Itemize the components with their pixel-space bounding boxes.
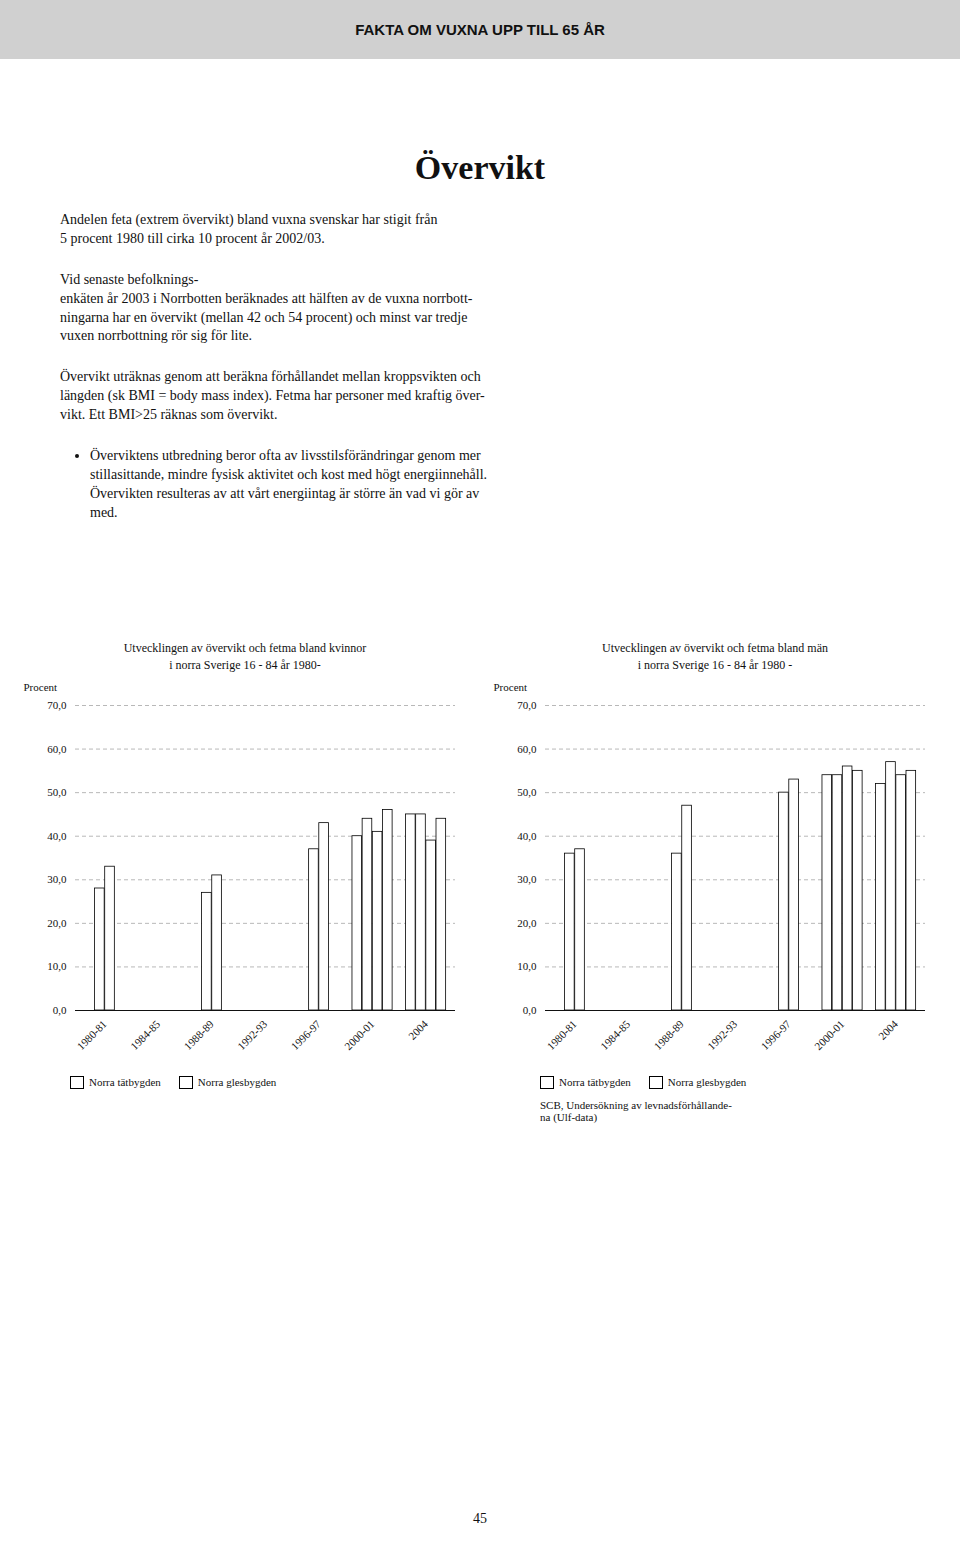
html-text:Vid senaste befolknings- enkät: Vid senaste befolknings- enkäten år 2003…: [60, 271, 473, 344]
svg-text:1996-97: 1996-97: [289, 1017, 324, 1052]
svg-text:1992-93: 1992-93: [235, 1017, 270, 1052]
svg-text:0,0: 0,0: [53, 1004, 67, 1016]
html-text:Andelen feta (extrem övervikt): Andelen feta (extrem övervikt) bland vux…: [60, 212, 438, 246]
html-text:Utvecklingen av övervikt och f: Utvecklingen av övervikt och fetma bland…: [602, 641, 828, 672]
html-text:FAKTA OM VUXNA UPP TILL 65 ÅR: FAKTA OM VUXNA UPP TILL 65 ÅR: [355, 21, 605, 38]
html-text:Övervikt uträknas genom att be: Övervikt uträknas genom att beräkna förh…: [60, 369, 485, 423]
svg-text:20,0: 20,0: [47, 916, 67, 928]
svg-text:1992-93: 1992-93: [705, 1017, 740, 1052]
svg-text:40,0: 40,0: [47, 829, 67, 841]
html-text:Norra glesbygden: Norra glesbygden: [667, 1076, 747, 1089]
svg-text:2000-01: 2000-01: [342, 1017, 376, 1051]
svg-text:60,0: 60,0: [517, 742, 537, 754]
svg-text:30,0: 30,0: [517, 873, 537, 885]
html-text:Norra glesbygden: Norra glesbygden: [197, 1076, 277, 1089]
svg-text:50,0: 50,0: [47, 786, 67, 798]
svg-text:70,0: 70,0: [47, 699, 67, 711]
svg-text:60,0: 60,0: [47, 742, 67, 754]
html-text:Norra tätbygden: Norra tätbygden: [559, 1076, 631, 1089]
svg-text:10,0: 10,0: [517, 960, 537, 972]
svg-text:Procent: Procent: [24, 681, 58, 693]
html-text:Övervikt: Övervikt: [414, 149, 546, 186]
svg-text:10,0: 10,0: [47, 960, 67, 972]
svg-text:0,0: 0,0: [523, 1004, 537, 1016]
svg-text:1996-97: 1996-97: [759, 1017, 794, 1052]
svg-text:1980-81: 1980-81: [544, 1017, 578, 1051]
svg-text:1984-85: 1984-85: [128, 1017, 163, 1052]
svg-text:1984-85: 1984-85: [598, 1017, 633, 1052]
svg-text:70,0: 70,0: [517, 699, 537, 711]
svg-text:2004: 2004: [876, 1017, 900, 1041]
svg-text:40,0: 40,0: [517, 829, 537, 841]
html-text:Överviktens utbredning beror o: Överviktens utbredning beror ofta av liv…: [90, 448, 488, 520]
svg-text:Procent: Procent: [494, 681, 528, 693]
svg-text:1980-81: 1980-81: [74, 1017, 108, 1051]
html-text:Utvecklingen av övervikt och f: Utvecklingen av övervikt och fetma bland…: [123, 641, 367, 672]
svg-text:2004: 2004: [406, 1017, 430, 1041]
html-text:Norra tätbygden: Norra tätbygden: [89, 1076, 161, 1089]
html-text:SCB, Undersökning av levnadsfö: SCB, Undersökning av levnadsförhållande-…: [540, 1098, 732, 1123]
svg-text:1988-89: 1988-89: [651, 1017, 686, 1052]
svg-text:50,0: 50,0: [517, 786, 537, 798]
svg-text:1988-89: 1988-89: [181, 1017, 216, 1052]
svg-text:30,0: 30,0: [47, 873, 67, 885]
svg-text:20,0: 20,0: [517, 916, 537, 928]
svg-text:2000-01: 2000-01: [812, 1017, 846, 1051]
html-text:45: 45: [473, 1511, 487, 1526]
